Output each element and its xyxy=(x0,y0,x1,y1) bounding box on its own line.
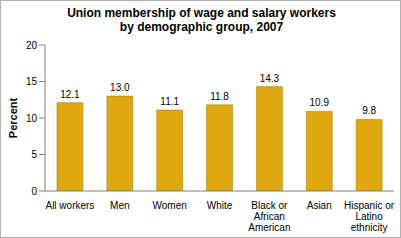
svg-text:5: 5 xyxy=(31,149,37,160)
svg-text:Black orAfricanAmerican: Black orAfricanAmerican xyxy=(248,200,290,233)
svg-text:20: 20 xyxy=(26,40,38,51)
svg-text:13.0: 13.0 xyxy=(110,82,130,93)
svg-text:Hispanic orLatinoethnicity: Hispanic orLatinoethnicity xyxy=(344,200,393,233)
svg-text:14.3: 14.3 xyxy=(260,73,280,84)
svg-text:10.9: 10.9 xyxy=(310,97,330,108)
svg-text:Asian: Asian xyxy=(307,200,332,211)
svg-text:15: 15 xyxy=(26,76,38,87)
svg-text:Percent: Percent xyxy=(8,97,19,138)
svg-text:10: 10 xyxy=(26,113,38,124)
svg-text:11.1: 11.1 xyxy=(160,96,179,107)
html-text:Union membership of wage and s: Union membership of wage and salary work… xyxy=(67,6,336,34)
svg-text:11.8: 11.8 xyxy=(210,91,229,102)
svg-text:White: White xyxy=(207,200,233,211)
svg-text:9.8: 9.8 xyxy=(362,105,376,116)
svg-text:Men: Men xyxy=(110,200,129,211)
svg-text:Women: Women xyxy=(153,200,187,211)
svg-text:12.1: 12.1 xyxy=(60,89,80,100)
svg-text:All workers: All workers xyxy=(45,200,94,211)
svg-text:0: 0 xyxy=(31,186,37,197)
